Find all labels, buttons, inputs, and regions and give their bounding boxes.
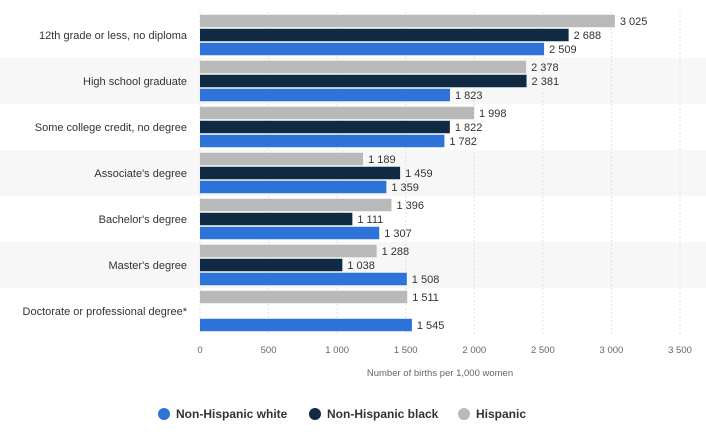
tick-label: 500 [261, 345, 277, 356]
data-label: 2 688 [574, 30, 602, 42]
data-label: 1 822 [455, 122, 483, 134]
data-label: 1 459 [405, 168, 433, 180]
legend-label: Hispanic [476, 407, 526, 421]
bar[interactable] [200, 152, 364, 166]
category-label: Master's degree [108, 260, 187, 272]
bar[interactable] [200, 28, 569, 42]
bar[interactable] [200, 226, 380, 240]
legend-item[interactable]: Hispanic [458, 407, 526, 421]
data-label: 1 511 [412, 292, 439, 304]
bar[interactable] [200, 74, 527, 88]
category-label: Doctorate or professional degree* [23, 306, 188, 318]
data-label: 3 025 [620, 16, 648, 28]
legend-item[interactable]: Non-Hispanic white [158, 407, 288, 421]
bar[interactable] [200, 290, 408, 304]
category-label: High school graduate [83, 76, 187, 88]
tick-label: 2 500 [531, 345, 555, 356]
data-label: 1 038 [347, 260, 375, 272]
bar[interactable] [200, 166, 401, 180]
legend-label: Non-Hispanic white [176, 407, 288, 421]
bar[interactable] [200, 120, 450, 134]
bar[interactable] [200, 88, 451, 102]
legend-label: Non-Hispanic black [327, 407, 439, 421]
data-label: 1 545 [417, 320, 445, 332]
data-label: 1 998 [479, 108, 507, 120]
x-axis-ticks: 0 500 1 000 1 500 2 000 2 500 3 000 3 500 [197, 345, 692, 356]
tick-label: 0 [197, 345, 202, 356]
tick-label: 3 500 [668, 345, 692, 356]
bar[interactable] [200, 212, 353, 226]
bar[interactable] [200, 244, 377, 258]
data-label: 1 189 [368, 154, 396, 166]
bar[interactable] [200, 272, 407, 286]
legend-marker [309, 408, 321, 420]
data-label: 1 396 [396, 200, 424, 212]
data-label: 1 307 [384, 228, 412, 240]
category-label: Associate's degree [94, 168, 187, 180]
bars: 3 025 2 688 2 509 2 378 2 381 1 823 1 998 1 822… [200, 14, 648, 332]
data-label: 2 381 [532, 76, 560, 88]
legend-marker [458, 408, 470, 420]
legend-item[interactable]: Non-Hispanic black [309, 407, 439, 421]
category-labels: 12th grade or less, no diploma High schoo… [23, 30, 188, 318]
tick-label: 2 000 [462, 345, 486, 356]
bar[interactable] [200, 106, 475, 120]
bar[interactable] [200, 258, 343, 272]
bar[interactable] [200, 14, 615, 28]
bar[interactable] [200, 60, 527, 74]
data-label: 1 288 [382, 246, 410, 258]
data-label: 1 823 [455, 90, 483, 102]
data-label: 2 509 [549, 44, 577, 56]
tick-label: 1 500 [394, 345, 418, 356]
legend[interactable]: Non-Hispanic white Non-Hispanic black Hisp… [158, 407, 526, 421]
data-label: 1 782 [449, 136, 477, 148]
bar[interactable] [200, 134, 445, 148]
x-axis-title: Number of births per 1,000 women [367, 368, 513, 379]
category-label: Bachelor's degree [99, 214, 187, 226]
bar[interactable] [200, 198, 392, 212]
legend-marker [158, 408, 170, 420]
data-label: 1 111 [357, 214, 383, 226]
tick-label: 3 000 [600, 345, 624, 356]
tick-label: 1 000 [325, 345, 349, 356]
data-label: 2 378 [531, 62, 559, 74]
category-label: Some college credit, no degree [35, 122, 187, 134]
data-label: 1 359 [391, 182, 419, 194]
bar[interactable] [200, 318, 412, 332]
data-label: 1 508 [412, 274, 440, 286]
bar[interactable] [200, 180, 387, 194]
bar[interactable] [200, 42, 545, 56]
category-label: 12th grade or less, no diploma [39, 30, 188, 42]
